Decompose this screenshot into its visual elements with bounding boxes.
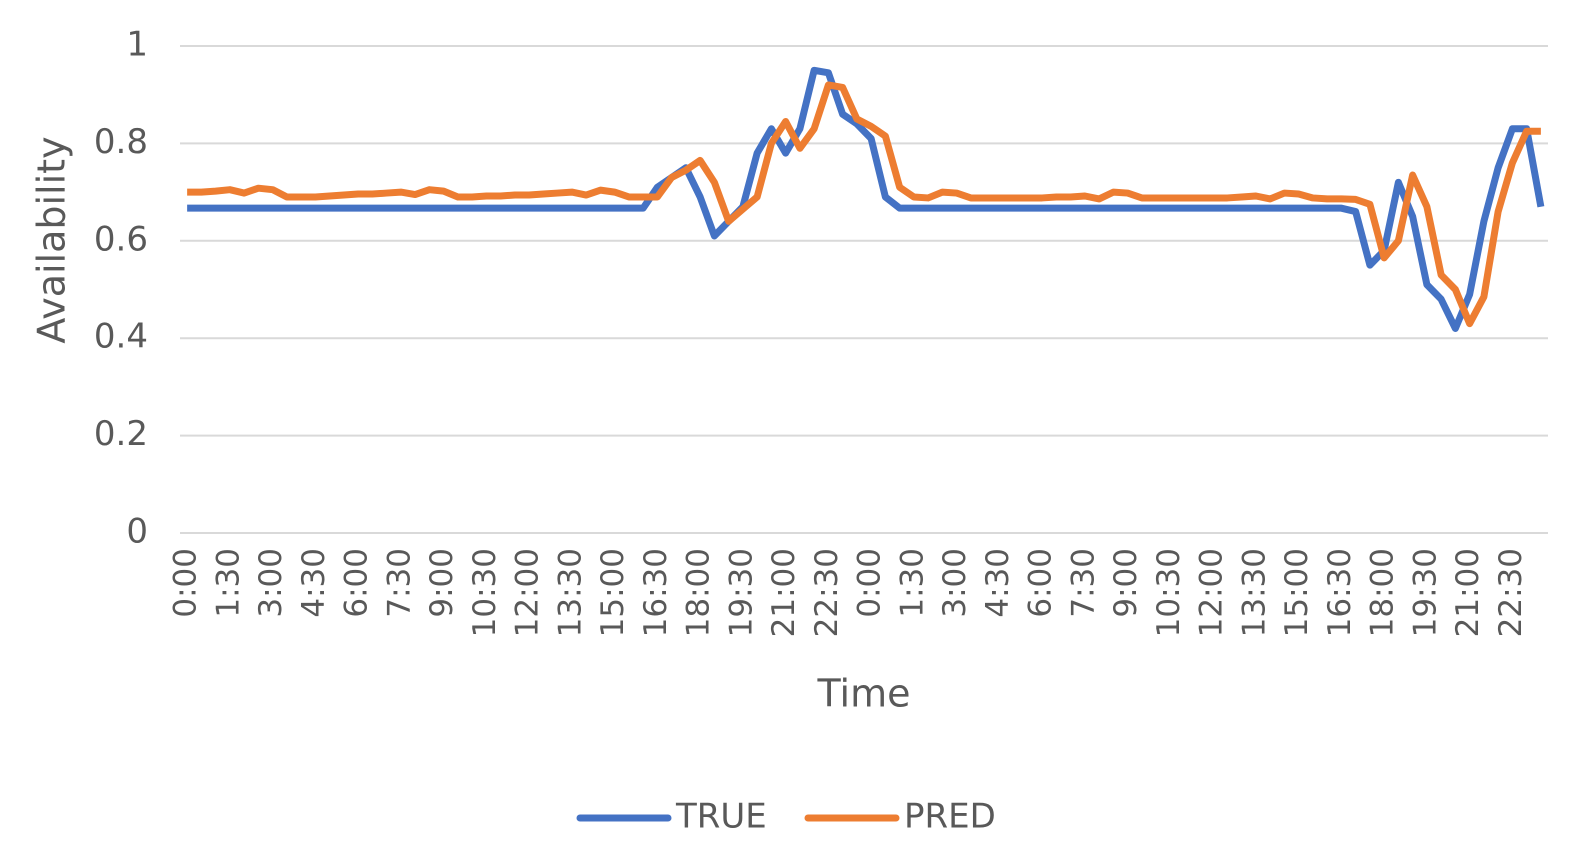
x-tick-label: 7:30 [381, 548, 417, 618]
x-tick-label: 19:30 [1407, 548, 1443, 637]
x-tick-label: 22:30 [1493, 548, 1529, 637]
x-tick-label: 16:30 [1322, 548, 1358, 637]
x-tick-label: 13:30 [552, 548, 588, 637]
x-tick-label: 18:00 [1365, 548, 1401, 637]
x-tick-label: 1:30 [894, 548, 930, 618]
y-tick-label: 0.2 [94, 414, 148, 454]
y-tick-label: 0 [126, 512, 148, 552]
x-tick-label: 22:30 [809, 548, 845, 637]
y-tick-label: 0.8 [94, 122, 148, 162]
legend-label: PRED [904, 797, 996, 837]
x-axis-label: Time [817, 672, 911, 716]
series-line [187, 66, 1545, 332]
x-tick-label: 12:00 [510, 548, 546, 637]
x-tick-label: 19:30 [723, 548, 759, 637]
x-tick-label: 4:30 [296, 548, 332, 618]
legend-label: TRUE [675, 797, 767, 837]
x-tick-label: 3:00 [937, 548, 973, 618]
x-tick-label: 0:00 [168, 548, 204, 618]
x-tick-label: 7:30 [1065, 548, 1101, 618]
x-tick-label: 9:00 [424, 548, 460, 618]
x-tick-label: 6:00 [339, 548, 375, 618]
x-tick-label: 6:00 [1023, 548, 1059, 618]
x-tick-label: 15:00 [1279, 548, 1315, 637]
x-tick-label: 10:30 [1151, 548, 1187, 637]
y-tick-label: 1 [126, 25, 148, 65]
x-tick-label: 13:30 [1236, 548, 1272, 637]
x-tick-label: 4:30 [980, 548, 1016, 618]
y-tick-label: 0.6 [94, 219, 148, 259]
x-tick-label: 21:00 [766, 548, 802, 637]
x-tick-label: 12:00 [1194, 548, 1230, 637]
x-tick-label: 21:00 [1450, 548, 1486, 637]
y-axis-label: Availability [30, 136, 74, 343]
x-tick-label: 3:00 [253, 548, 289, 618]
x-tick-label: 10:30 [467, 548, 503, 637]
series-line [187, 81, 1541, 328]
x-tick-label: 1:30 [210, 548, 246, 618]
x-tick-label: 18:00 [681, 548, 717, 637]
x-tick-label: 9:00 [1108, 548, 1144, 618]
x-tick-label: 16:30 [638, 548, 674, 637]
x-tick-label: 0:00 [852, 548, 888, 618]
y-tick-label: 0.4 [94, 317, 148, 357]
x-tick-label: 15:00 [595, 548, 631, 637]
